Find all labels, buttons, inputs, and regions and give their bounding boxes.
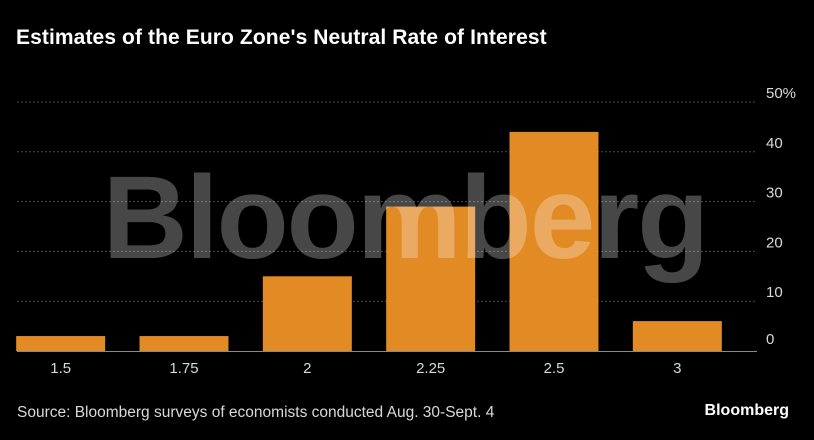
y-tick-label: 50% — [766, 85, 796, 102]
y-tick-label: 10 — [766, 284, 783, 301]
y-tick-label: 30 — [766, 185, 783, 202]
bars — [16, 131, 722, 351]
bar — [509, 131, 599, 351]
y-tick-label: 20 — [766, 234, 783, 251]
bar — [386, 206, 476, 351]
bar — [262, 276, 352, 351]
chart-title: Estimates of the Euro Zone's Neutral Rat… — [16, 26, 547, 49]
watermark: Bloomberg — [103, 152, 708, 284]
y-tick-label: 0 — [766, 331, 774, 348]
x-tick-label: 2 — [303, 360, 311, 377]
x-tick-label: 1.75 — [169, 360, 198, 377]
x-tick-label: 2.5 — [544, 360, 565, 377]
x-tick-label: 1.5 — [50, 360, 71, 377]
y-tick-label: 40 — [766, 135, 783, 152]
x-axis-tick-labels: 1.5 1.75 2 2.25 2.5 3 — [50, 360, 681, 377]
bar — [139, 336, 229, 351]
bar — [632, 321, 722, 351]
bloomberg-logo: Bloomberg — [704, 402, 789, 419]
bar — [16, 336, 106, 351]
x-tick-label: 2.25 — [416, 360, 445, 377]
source-note: Source: Bloomberg surveys of economists … — [17, 404, 495, 421]
x-tick-label: 3 — [673, 360, 681, 377]
y-axis-tick-labels: 0 10 20 30 40 50% — [766, 85, 796, 348]
